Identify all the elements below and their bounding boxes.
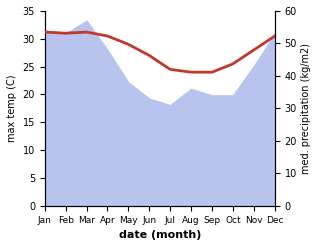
Y-axis label: med. precipitation (kg/m2): med. precipitation (kg/m2): [301, 43, 311, 174]
X-axis label: date (month): date (month): [119, 230, 201, 240]
Y-axis label: max temp (C): max temp (C): [7, 75, 17, 142]
